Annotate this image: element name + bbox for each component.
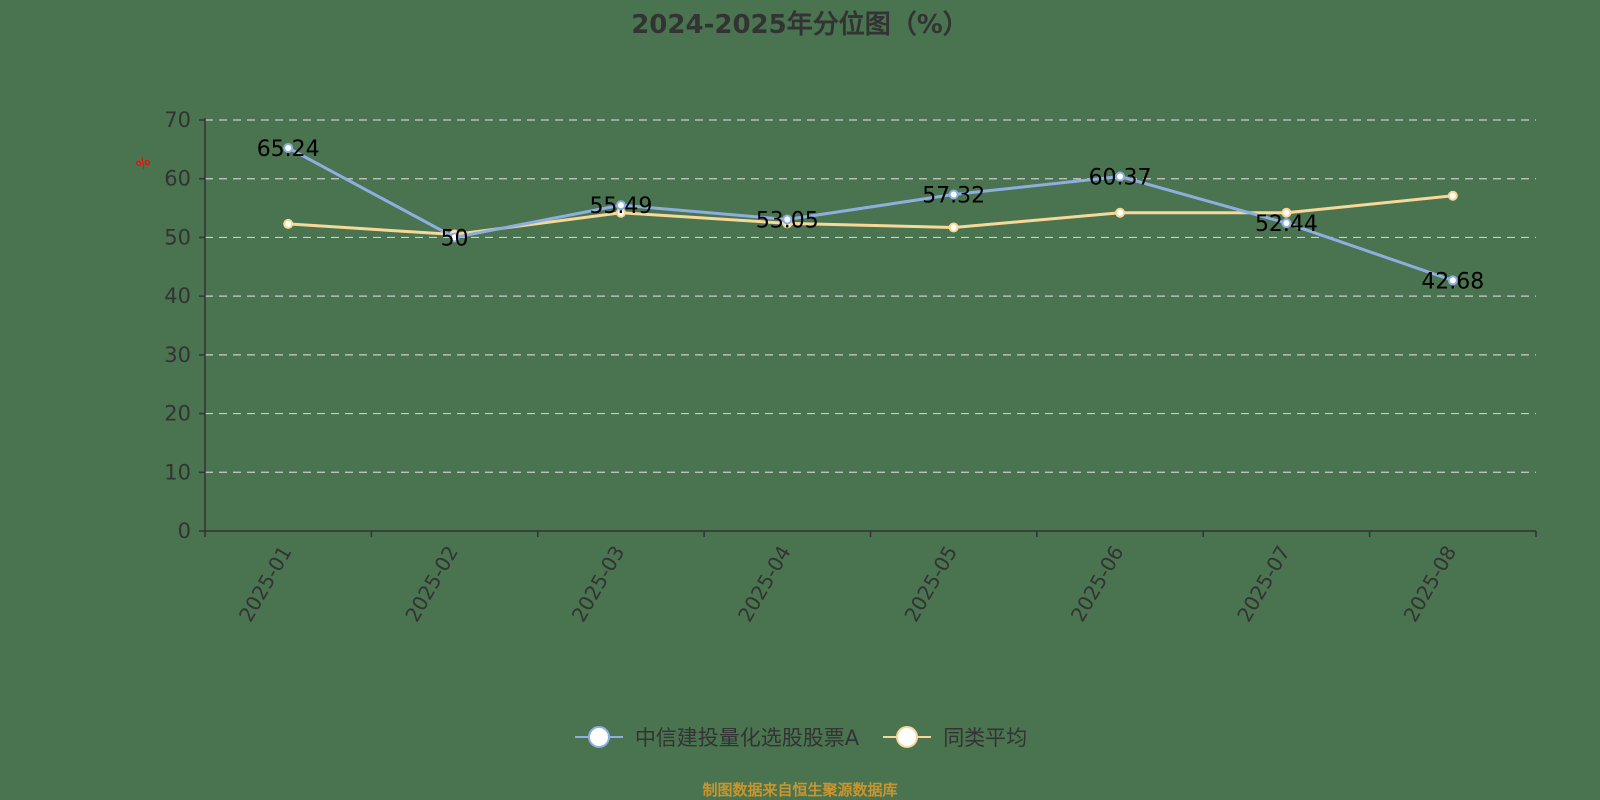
x-tick-label: 2025-03	[567, 542, 630, 626]
data-point[interactable]	[948, 222, 959, 233]
data-label: 52.44	[1255, 212, 1318, 237]
x-tick-label: 2025-05	[899, 542, 962, 626]
y-tick-label: 60	[164, 167, 191, 191]
legend-item-average[interactable]: 同类平均	[881, 722, 1027, 752]
data-point[interactable]	[782, 214, 793, 225]
data-point[interactable]	[1281, 218, 1292, 229]
y-tick-label: 0	[178, 519, 191, 543]
y-tick-label: 10	[164, 460, 191, 484]
y-tick-label: 50	[164, 225, 191, 249]
y-tick-label: 70	[164, 108, 191, 132]
x-tick-label: 2025-07	[1232, 542, 1295, 626]
data-label: 65.24	[257, 137, 320, 162]
data-label: 42.68	[1421, 269, 1484, 294]
data-point[interactable]	[1281, 207, 1292, 218]
data-point[interactable]	[615, 200, 626, 211]
series-line-fund	[287, 146, 1454, 282]
chart-title: 2024-2025年分位图（%）	[631, 10, 969, 40]
x-tick-label: 2025-04	[733, 542, 796, 626]
data-point[interactable]	[1115, 171, 1126, 182]
data-point[interactable]	[283, 218, 294, 229]
data-label: 57.32	[922, 183, 985, 208]
legend-label: 同类平均	[943, 726, 1028, 750]
x-tick-label: 2025-02	[400, 542, 463, 626]
legend-marker-icon	[883, 726, 932, 748]
legend-marker-icon	[574, 726, 623, 748]
data-point[interactable]	[948, 189, 959, 200]
data-label: 53.05	[756, 209, 819, 234]
data-point[interactable]	[1115, 207, 1126, 218]
y-tick-label: 20	[164, 402, 191, 426]
legend-item-fund[interactable]: 中信建投量化选股股票A	[573, 722, 859, 752]
x-tick-label: 2025-08	[1399, 542, 1462, 626]
data-point[interactable]	[1447, 190, 1458, 201]
x-tick-label: 2025-06	[1066, 542, 1129, 626]
data-source-note: 制图数据来自恒生聚源数据库	[702, 781, 898, 799]
y-tick-label: 40	[164, 284, 191, 308]
data-label: 50	[441, 226, 469, 251]
legend-label: 中信建投量化选股股票A	[634, 726, 860, 750]
data-label: 60.37	[1089, 166, 1152, 191]
data-point[interactable]	[449, 232, 460, 243]
legend: 中信建投量化选股股票A 同类平均	[0, 722, 1600, 752]
x-tick-label: 2025-01	[234, 542, 297, 626]
y-tick-label: 30	[164, 343, 191, 367]
data-label: 55.49	[589, 194, 652, 219]
data-point[interactable]	[1447, 275, 1458, 286]
data-point[interactable]	[283, 142, 294, 153]
y-unit-label: %	[133, 153, 153, 174]
